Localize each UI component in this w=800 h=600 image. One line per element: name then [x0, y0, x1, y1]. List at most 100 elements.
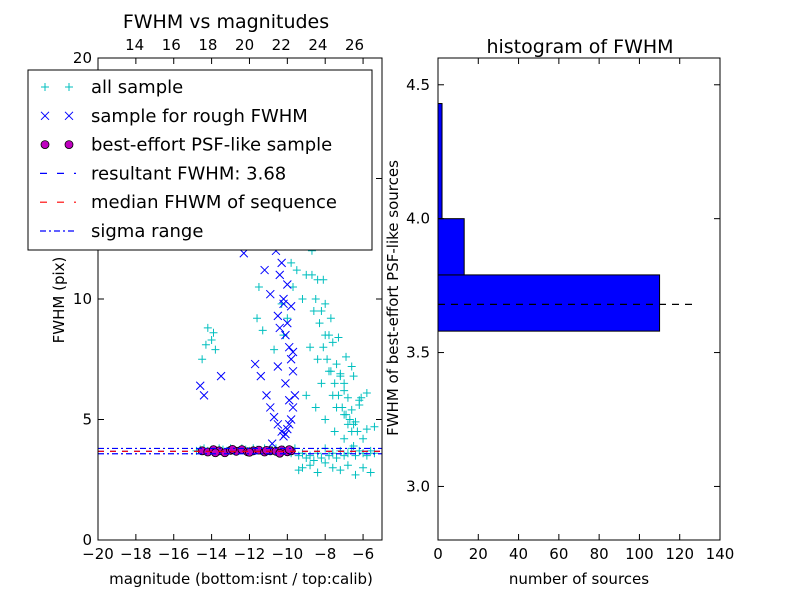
data-point [279, 294, 288, 304]
data-point [351, 451, 360, 460]
histogram-bar [438, 218, 465, 276]
data-point [343, 393, 352, 402]
y-tick-label: 20 [73, 49, 92, 67]
x-tick-label: −6 [352, 545, 374, 563]
data-point [292, 266, 301, 275]
top-x-tick-label: 16 [162, 36, 181, 54]
data-point [347, 362, 356, 371]
data-point [298, 463, 307, 472]
data-point [334, 391, 343, 400]
data-point [290, 391, 300, 400]
legend-entry: all sample [41, 77, 183, 98]
x-tick-label: −14 [196, 545, 228, 563]
data-point [284, 395, 294, 405]
legend-marker [40, 111, 50, 121]
data-point [317, 379, 326, 388]
data-point [282, 424, 292, 434]
data-point [340, 379, 349, 388]
x-tick-label: −12 [234, 545, 266, 563]
data-point [281, 429, 290, 439]
data-point [199, 391, 209, 400]
data-point [298, 295, 307, 303]
data-point [283, 314, 292, 323]
data-point [326, 314, 335, 323]
data-point [306, 461, 315, 470]
histogram-plot-frame [437, 57, 721, 541]
top-x-tick-label: 20 [235, 36, 254, 54]
data-point [282, 318, 292, 328]
x-tick-label: −18 [120, 545, 152, 563]
histogram-bar [438, 103, 443, 220]
top-x-tick-label: 14 [125, 36, 144, 54]
x-tick-label: 140 [706, 545, 735, 563]
legend: all sample sample for rough FWHM best-effo… [27, 69, 373, 251]
data-point [324, 331, 333, 340]
y-tick-label: 3.0 [406, 477, 430, 495]
data-point [357, 393, 366, 402]
x-tick-label: −10 [272, 545, 304, 563]
data-point [267, 439, 277, 448]
x-tick-label: 80 [590, 545, 609, 563]
top-x-tick-label: 18 [198, 36, 217, 54]
data-point [362, 451, 371, 460]
x-tick-label: 120 [665, 545, 694, 563]
y-tick-label: 3.5 [406, 344, 430, 362]
data-point [275, 270, 285, 280]
data-point [203, 323, 212, 332]
data-point [245, 447, 254, 457]
data-point [307, 270, 316, 279]
x-tick-label: 40 [509, 545, 528, 563]
x-tick-label: 60 [549, 545, 568, 563]
data-point [321, 458, 330, 467]
data-point [342, 410, 351, 419]
data-point [273, 419, 283, 429]
data-point [336, 466, 345, 475]
data-point [340, 386, 349, 395]
data-point [370, 422, 379, 431]
data-point [284, 445, 294, 455]
data-point [286, 415, 296, 424]
histogram-panel: 0 20 40 60 80 100 120 140 3.0 3.5 4.0 4.5 histogra… [384, 36, 734, 588]
data-point [306, 451, 315, 460]
data-point [228, 444, 237, 454]
data-point [328, 338, 337, 347]
x-tick-label: −16 [158, 545, 190, 563]
data-point [351, 470, 360, 479]
data-point [347, 405, 356, 414]
data-point [286, 354, 296, 364]
data-point [311, 403, 320, 412]
data-point [277, 427, 287, 436]
y-tick-label: 5 [82, 411, 92, 429]
data-point [309, 456, 318, 465]
data-point [273, 362, 283, 371]
legend-marker [41, 83, 49, 91]
data-point [279, 331, 288, 340]
data-point [362, 425, 371, 434]
data-point [345, 415, 354, 424]
data-point [306, 343, 315, 352]
data-point [281, 330, 290, 340]
data-point [253, 314, 262, 323]
x-tick-label: 20 [469, 545, 488, 563]
data-point [282, 280, 292, 289]
data-point [284, 342, 294, 352]
data-point [321, 299, 330, 308]
legend-marker [65, 83, 73, 91]
data-point [334, 333, 343, 342]
data-point [332, 360, 341, 369]
x-tick-label: 100 [625, 545, 654, 563]
data-point [302, 391, 311, 400]
data-point [319, 275, 328, 284]
data-point [342, 352, 351, 361]
data-point [340, 434, 349, 443]
data-point [270, 345, 279, 354]
data-point [336, 369, 345, 378]
y-tick-label: 10 [73, 290, 92, 308]
x-tick-label: 0 [433, 545, 443, 563]
data-point [275, 323, 285, 333]
data-point [269, 412, 279, 422]
data-point [349, 372, 358, 381]
data-point [277, 258, 287, 268]
legend-label: median FHWM of sequence [91, 192, 337, 213]
